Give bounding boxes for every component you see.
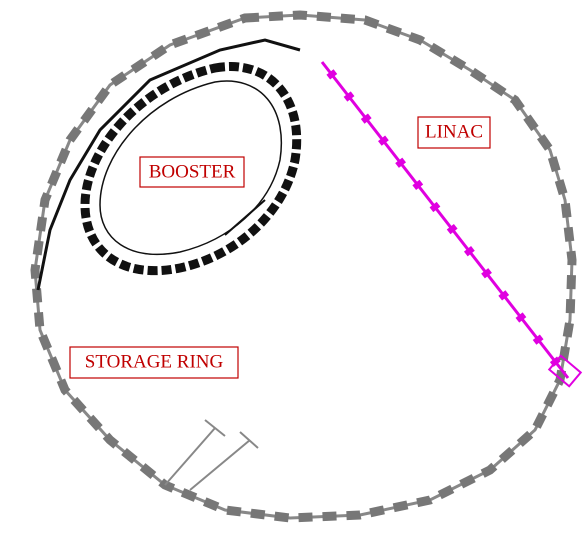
accelerator-layout: BOOSTER LINAC STORAGE RING xyxy=(0,0,586,535)
linac-line xyxy=(322,62,568,378)
ring-magnets xyxy=(35,15,572,518)
storage-ring xyxy=(35,15,572,518)
label-text: LINAC xyxy=(425,121,483,142)
beamline-end xyxy=(205,420,258,448)
storage-ring-label: STORAGE RING xyxy=(70,347,238,378)
linac-label: LINAC xyxy=(418,117,490,148)
label-text: BOOSTER xyxy=(149,161,236,182)
label-text: STORAGE RING xyxy=(85,351,224,372)
page: BOOSTER LINAC STORAGE RING (() => { cons… xyxy=(0,0,586,535)
linac xyxy=(322,62,581,386)
booster-label: BOOSTER xyxy=(140,157,244,187)
beamline xyxy=(165,428,250,490)
